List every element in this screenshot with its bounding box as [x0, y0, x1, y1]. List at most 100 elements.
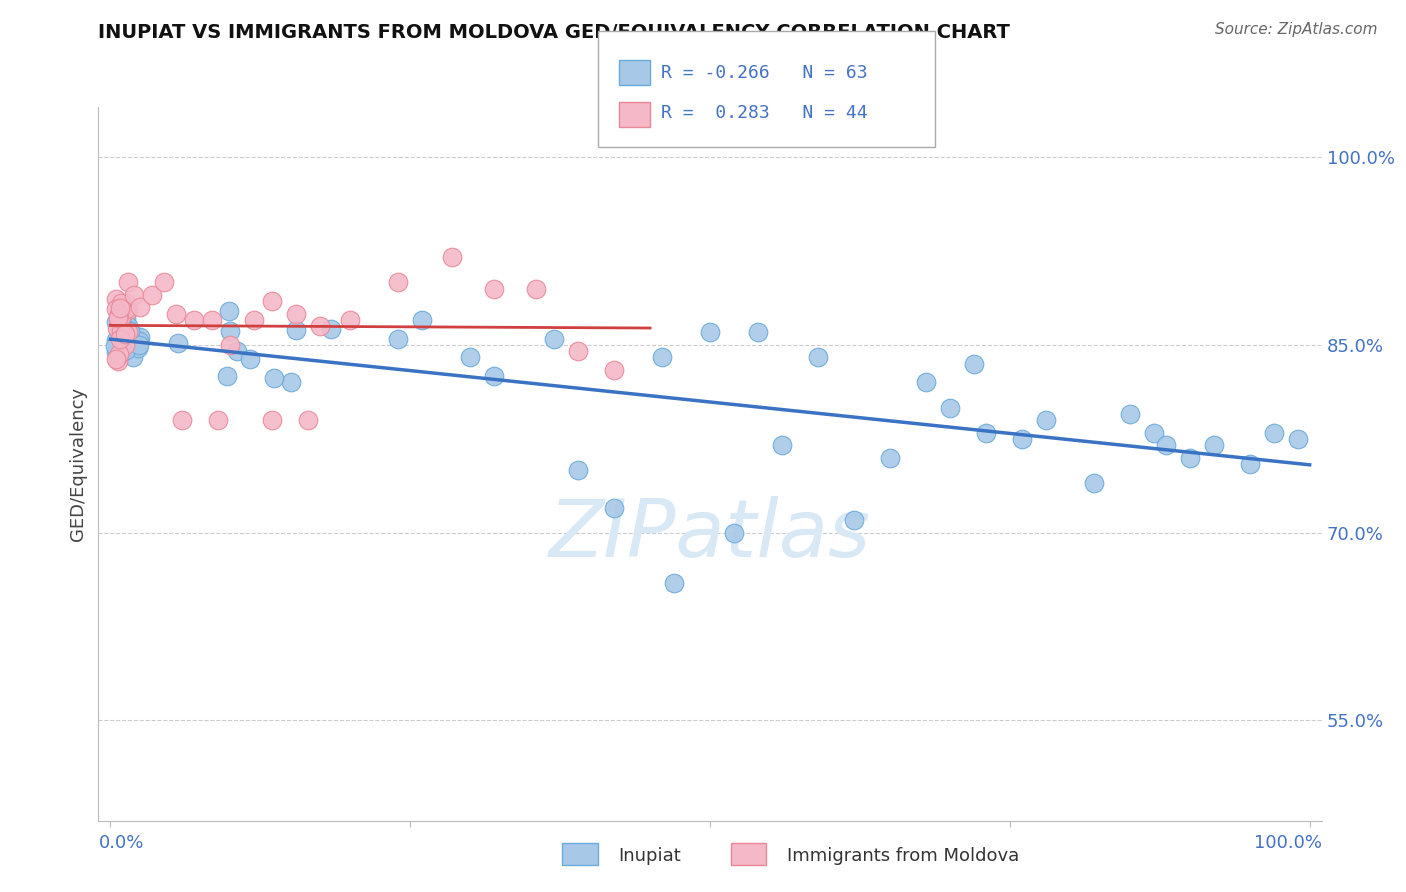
Point	[285, 307, 308, 321]
Point	[141, 288, 163, 302]
Point	[807, 351, 830, 365]
Point	[108, 307, 131, 321]
Point	[263, 371, 285, 385]
Point	[1239, 457, 1261, 471]
Point	[115, 332, 138, 346]
Point	[651, 351, 673, 365]
Point	[662, 575, 685, 590]
Point	[243, 313, 266, 327]
Point	[172, 413, 194, 427]
Point	[974, 425, 997, 440]
Point	[105, 345, 128, 359]
Point	[115, 301, 138, 316]
Point	[108, 328, 131, 343]
Point	[842, 513, 865, 527]
Point	[1119, 407, 1142, 421]
Point	[262, 294, 284, 309]
Point	[104, 292, 127, 306]
Point	[482, 369, 505, 384]
Point	[107, 354, 129, 368]
Point	[963, 357, 986, 371]
Point	[114, 337, 136, 351]
Point	[284, 323, 307, 337]
Point	[107, 346, 129, 360]
Point	[1202, 438, 1225, 452]
Point	[104, 339, 127, 353]
Point	[218, 303, 240, 318]
Point	[1263, 425, 1285, 440]
Point	[441, 250, 464, 264]
Point	[124, 333, 146, 347]
Point	[319, 322, 342, 336]
Point	[128, 338, 150, 352]
Point	[115, 323, 138, 337]
Point	[105, 351, 128, 366]
Point	[915, 376, 938, 390]
Text: ZIPatlas: ZIPatlas	[548, 496, 872, 574]
Point	[1286, 432, 1309, 446]
Point	[215, 368, 238, 383]
Point	[239, 352, 262, 367]
Text: R =  0.283   N = 44: R = 0.283 N = 44	[661, 104, 868, 122]
Point	[122, 350, 145, 364]
Text: 100.0%: 100.0%	[1254, 834, 1322, 852]
Point	[339, 313, 361, 327]
Point	[183, 313, 205, 327]
Text: INUPIAT VS IMMIGRANTS FROM MOLDOVA GED/EQUIVALENCY CORRELATION CHART: INUPIAT VS IMMIGRANTS FROM MOLDOVA GED/E…	[98, 22, 1011, 41]
Point	[115, 295, 138, 310]
Text: Immigrants from Moldova: Immigrants from Moldova	[787, 847, 1019, 865]
Point	[219, 338, 242, 352]
Point	[939, 401, 962, 415]
Point	[207, 413, 229, 427]
Point	[104, 301, 127, 316]
Point	[262, 413, 284, 427]
Point	[411, 313, 433, 327]
Point	[280, 376, 302, 390]
Point	[104, 333, 127, 347]
Point	[105, 320, 128, 334]
Point	[1011, 432, 1033, 446]
Point	[110, 324, 132, 338]
Point	[117, 303, 139, 318]
Point	[309, 319, 332, 334]
Point	[747, 326, 769, 340]
Point	[114, 311, 136, 326]
Point	[482, 282, 505, 296]
Point	[1143, 425, 1166, 440]
Point	[108, 332, 131, 346]
Point	[117, 325, 139, 339]
Point	[167, 336, 190, 351]
Point	[387, 332, 409, 346]
Point	[201, 313, 224, 327]
Point	[524, 282, 547, 296]
Point	[297, 413, 319, 427]
Y-axis label: GED/Equivalency: GED/Equivalency	[69, 387, 87, 541]
Point	[219, 324, 242, 338]
Point	[128, 334, 150, 348]
Point	[699, 326, 721, 340]
Point	[118, 324, 141, 338]
Point	[117, 319, 139, 334]
Point	[127, 341, 149, 355]
Point	[110, 301, 132, 315]
Point	[225, 344, 247, 359]
Point	[567, 463, 589, 477]
Point	[879, 450, 901, 465]
Point	[153, 275, 176, 289]
Point	[110, 296, 132, 310]
Point	[124, 288, 146, 302]
Point	[110, 318, 132, 333]
Point	[104, 315, 127, 329]
Point	[114, 327, 136, 342]
Point	[603, 500, 626, 515]
Point	[128, 330, 150, 344]
Point	[567, 344, 589, 359]
Point	[121, 338, 143, 352]
Point	[458, 351, 481, 365]
Point	[543, 332, 565, 346]
Point	[603, 363, 626, 377]
Point	[107, 311, 129, 326]
Text: Inupiat: Inupiat	[619, 847, 682, 865]
Point	[165, 307, 187, 321]
Point	[115, 343, 138, 357]
